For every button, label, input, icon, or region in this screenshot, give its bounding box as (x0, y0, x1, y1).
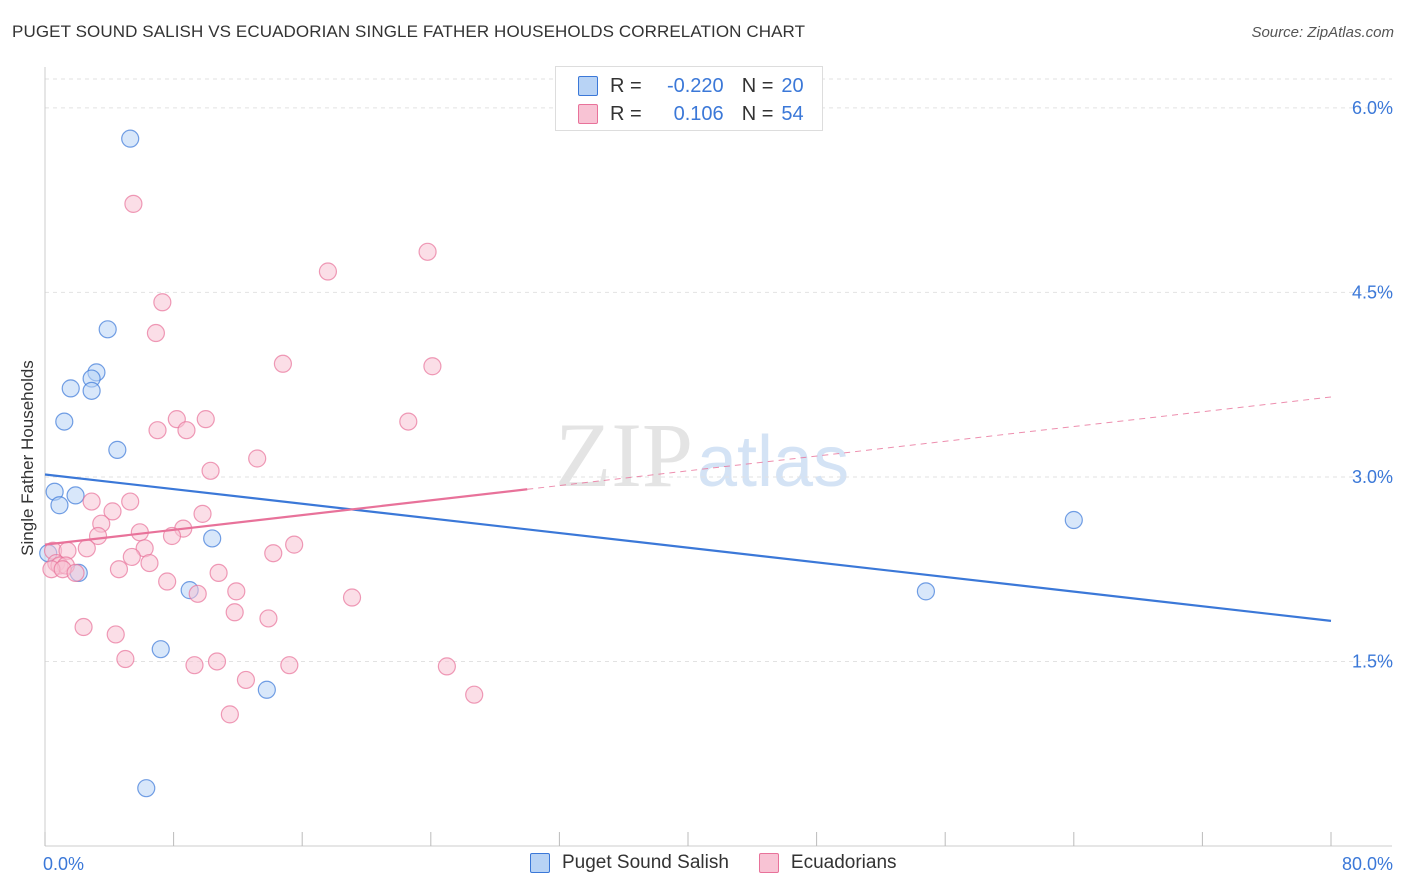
ecuadorians-point (264, 544, 283, 563)
legend-label: Ecuadorians (790, 852, 897, 873)
correlation-legend: R = -0.220 N = 20 R = 0.106 N = 54 (555, 66, 823, 131)
puget-sound-salish-point (108, 440, 127, 459)
legend-r-label: R = (610, 74, 642, 97)
legend-swatch-blue (578, 76, 598, 96)
puget-sound-salish-point (137, 779, 156, 798)
puget-sound-salish-point (1064, 510, 1083, 530)
y-tick-label: 3.0% (1352, 467, 1393, 487)
ecuadorians-point (66, 563, 85, 583)
ecuadorians-point (77, 539, 96, 558)
ecuadorians-point (280, 656, 299, 675)
legend-r-label: R = (610, 102, 642, 125)
ecuadorians-point (220, 705, 239, 724)
ecuadorians-point (318, 262, 338, 281)
ecuadorians-trendline (44, 488, 528, 546)
puget-sound-salish-point (257, 680, 276, 699)
ecuadorians-point (399, 412, 418, 431)
ecuadorians-point (88, 526, 108, 546)
ecuadorians-point (207, 652, 227, 671)
legend-n-label: N = (741, 74, 774, 97)
ecuadorians-point (82, 492, 101, 511)
legend-swatch-pink (758, 853, 779, 873)
legend-r-value: -0.220 (666, 74, 724, 97)
ecuadorians-point (153, 293, 172, 312)
puget-sound-salish-trendline (44, 473, 1332, 622)
ecuadorians-point (209, 563, 228, 583)
series-legend: Puget Sound Salish Ecuadorians (530, 852, 927, 874)
puget-sound-salish-point (50, 496, 69, 515)
ecuadorians-point (103, 502, 122, 521)
ecuadorians-point (122, 547, 141, 567)
ecuadorians-point (109, 560, 129, 579)
legend-row-ecuadorians: R = 0.106 N = 54 (578, 102, 804, 126)
y-tick-label: 6.0% (1352, 98, 1393, 118)
puget-sound-salish-point (98, 320, 117, 339)
puget-sound-salish-point (82, 381, 101, 400)
ecuadorians-point (162, 526, 182, 546)
ecuadorians-point (259, 609, 278, 628)
ecuadorians-point (188, 584, 207, 603)
ecuadorians-point (201, 461, 220, 480)
puget-sound-salish-point (66, 486, 85, 505)
legend-swatch-blue (530, 853, 550, 873)
ecuadorians-point (236, 670, 256, 690)
watermark: ZIPatlas (555, 402, 849, 508)
ecuadorians-point (185, 656, 204, 675)
ecuadorians-trendline-extension (527, 396, 1332, 490)
ecuadorians-point (465, 685, 484, 704)
legend-item-ecuadorians[interactable]: Ecuadorians (758, 852, 897, 874)
legend-n-value: 54 (781, 102, 804, 125)
ecuadorians-point (177, 421, 196, 440)
ecuadorians-point (116, 649, 135, 669)
watermark-atlas: atlas (697, 422, 850, 502)
ecuadorians-point (146, 323, 166, 343)
ecuadorians-point (437, 657, 456, 676)
ecuadorians-point (248, 449, 267, 468)
ecuadorians-point (193, 504, 212, 523)
legend-r-value: 0.106 (673, 102, 724, 125)
ecuadorians-point (285, 535, 304, 554)
ecuadorians-point (225, 603, 244, 622)
legend-item-puget-sound-salish[interactable]: Puget Sound Salish (530, 852, 729, 874)
ecuadorians-point (423, 357, 442, 376)
ecuadorians-point (74, 617, 93, 637)
legend-label: Puget Sound Salish (562, 852, 729, 873)
puget-sound-salish-point (151, 640, 170, 659)
ecuadorians-point (418, 242, 437, 261)
ecuadorians-point (158, 572, 177, 591)
ecuadorians-point (124, 194, 143, 213)
puget-sound-salish-point (203, 529, 222, 548)
legend-row-puget: R = -0.220 N = 20 (578, 74, 804, 98)
puget-sound-salish-point (121, 129, 140, 148)
x-tick-label: 80.0% (1342, 854, 1393, 874)
puget-sound-salish-point (61, 379, 80, 398)
legend-n-label: N = (741, 102, 774, 125)
ecuadorians-point (227, 582, 246, 601)
x-tick-label: 0.0% (43, 854, 84, 874)
puget-sound-salish-point (55, 412, 74, 431)
source-credit: Source: ZipAtlas.com (1251, 24, 1394, 41)
puget-sound-salish-point (916, 582, 936, 601)
ecuadorians-point (342, 588, 362, 607)
ecuadorians-point (121, 492, 140, 511)
ecuadorians-point (148, 421, 167, 440)
ecuadorians-point (140, 553, 159, 573)
watermark-zip: ZIP (555, 404, 693, 506)
y-tick-label: 4.5% (1352, 282, 1393, 302)
chart-title: PUGET SOUND SALISH VS ECUADORIAN SINGLE … (12, 22, 806, 41)
legend-swatch-pink (578, 104, 598, 124)
y-tick-label: 1.5% (1352, 651, 1393, 671)
legend-n-value: 20 (781, 74, 804, 97)
ecuadorians-point (106, 625, 125, 644)
y-axis-label: Single Father Households (18, 360, 37, 556)
ecuadorians-point (196, 410, 215, 429)
ecuadorians-point (273, 354, 293, 373)
